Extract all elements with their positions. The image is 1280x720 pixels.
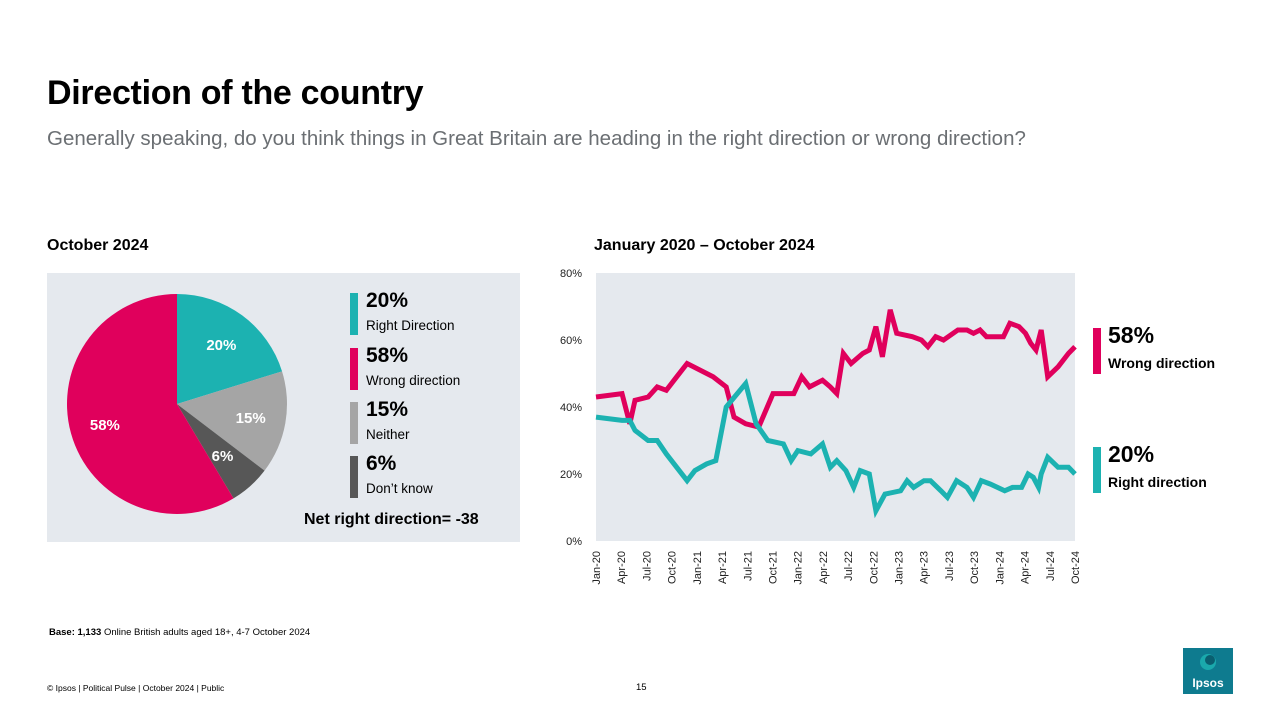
end-pct-right: 20% bbox=[1108, 441, 1155, 467]
legend-pct-wrong: 58% bbox=[366, 344, 409, 367]
x-tick-label: Jul-20 bbox=[641, 551, 653, 581]
x-tick-label: Jan-23 bbox=[894, 551, 906, 585]
pie-slice-neither bbox=[177, 371, 287, 471]
legend-swatch-dont-know bbox=[350, 456, 358, 498]
x-tick-label: Jan-24 bbox=[994, 551, 1006, 585]
y-tick-label: 80% bbox=[560, 268, 582, 280]
x-tick-label: Jul-24 bbox=[1045, 551, 1057, 581]
ipsos-logo: Ipsos bbox=[1183, 648, 1233, 694]
x-tick-label: Jan-21 bbox=[692, 551, 704, 585]
end-pct-wrong: 58% bbox=[1108, 322, 1155, 348]
legend-label-dont-know: Don’t know bbox=[366, 481, 433, 496]
legend-swatch-right bbox=[350, 293, 358, 335]
x-tick-label: Apr-21 bbox=[717, 551, 729, 584]
x-tick-label: Oct-21 bbox=[767, 551, 779, 584]
line-chart-heading: January 2020 – October 2024 bbox=[594, 237, 815, 254]
pie-panel: 20% 15% 6% 58% 20% Right Direction 58% Wron… bbox=[47, 273, 520, 542]
y-tick-label: 0% bbox=[566, 536, 582, 548]
ipsos-logo-mark bbox=[1200, 654, 1216, 670]
x-tick-label: Jul-22 bbox=[843, 551, 855, 581]
footer-text: © Ipsos | Political Pulse | October 2024… bbox=[47, 683, 225, 693]
legend-swatch-wrong bbox=[350, 348, 358, 390]
base-note-bold: Base: 1,133 bbox=[49, 627, 102, 638]
pie-slice-wrong-direction bbox=[66, 294, 234, 514]
legend-label-wrong: Wrong direction bbox=[366, 373, 461, 388]
base-note-text: Online British adults aged 18+, 4-7 Octo… bbox=[103, 627, 311, 638]
x-tick-label: Apr-22 bbox=[818, 551, 830, 584]
x-tick-label: Jan-20 bbox=[591, 551, 603, 585]
x-tick-label: Apr-24 bbox=[1020, 551, 1032, 584]
line-chart-plot-area bbox=[596, 273, 1075, 541]
y-tick-label: 60% bbox=[560, 335, 582, 347]
legend-label-right: Right Direction bbox=[366, 318, 455, 333]
end-swatch-right bbox=[1093, 447, 1101, 493]
legend-swatch-neither bbox=[350, 402, 358, 444]
line-chart: 0% 20% 40% 60% 80% Jan-20 Apr-20 Jul-20 Oct-20 Ja… bbox=[560, 268, 1082, 585]
page-title: Direction of the country bbox=[47, 74, 424, 112]
legend-label-neither: Neither bbox=[366, 427, 410, 442]
x-tick-label: Apr-23 bbox=[919, 551, 931, 584]
base-note: Base: 1,133 Online British adults aged 1… bbox=[49, 627, 310, 638]
end-label-right-text: Right direction bbox=[1108, 474, 1207, 490]
legend-pct-neither: 15% bbox=[366, 398, 409, 421]
pie-label-don-t-know: 6% bbox=[212, 448, 234, 465]
logo-text: Ipsos bbox=[1192, 676, 1224, 690]
end-swatch-wrong bbox=[1093, 328, 1101, 374]
pie-slice-don-t-know bbox=[177, 404, 265, 499]
page-subtitle: Generally speaking, do you think things … bbox=[47, 127, 1026, 150]
x-tick-label: Jan-22 bbox=[793, 551, 805, 585]
y-tick-label: 20% bbox=[560, 469, 582, 481]
legend-pct-right: 20% bbox=[366, 289, 409, 312]
x-tick-label: Oct-22 bbox=[868, 551, 880, 584]
end-label-wrong-text: Wrong direction bbox=[1108, 355, 1216, 371]
x-tick-label: Oct-23 bbox=[969, 551, 981, 584]
x-tick-label: Jul-23 bbox=[944, 551, 956, 581]
page-number: 15 bbox=[636, 682, 647, 693]
y-tick-label: 40% bbox=[560, 402, 582, 414]
series-line-right-direction bbox=[595, 378, 1077, 519]
pie-chart: 20% 15% 6% 58% bbox=[66, 294, 287, 514]
x-tick-label: Oct-20 bbox=[667, 551, 679, 584]
legend-pct-dont-know: 6% bbox=[366, 452, 397, 475]
pie-slice-right-direction bbox=[177, 294, 283, 404]
pie-label-neither: 15% bbox=[236, 410, 266, 427]
pie-label-wrong-direction: 58% bbox=[90, 417, 120, 434]
series-line-wrong-direction bbox=[595, 309, 1077, 431]
pie-label-right-direction: 20% bbox=[206, 337, 236, 354]
x-tick-label: Apr-20 bbox=[616, 551, 628, 584]
pie-chart-heading: October 2024 bbox=[47, 237, 149, 254]
x-tick-label: Oct-24 bbox=[1070, 551, 1082, 584]
x-tick-label: Jul-21 bbox=[742, 551, 754, 581]
net-right-direction: Net right direction= -38 bbox=[304, 511, 479, 528]
